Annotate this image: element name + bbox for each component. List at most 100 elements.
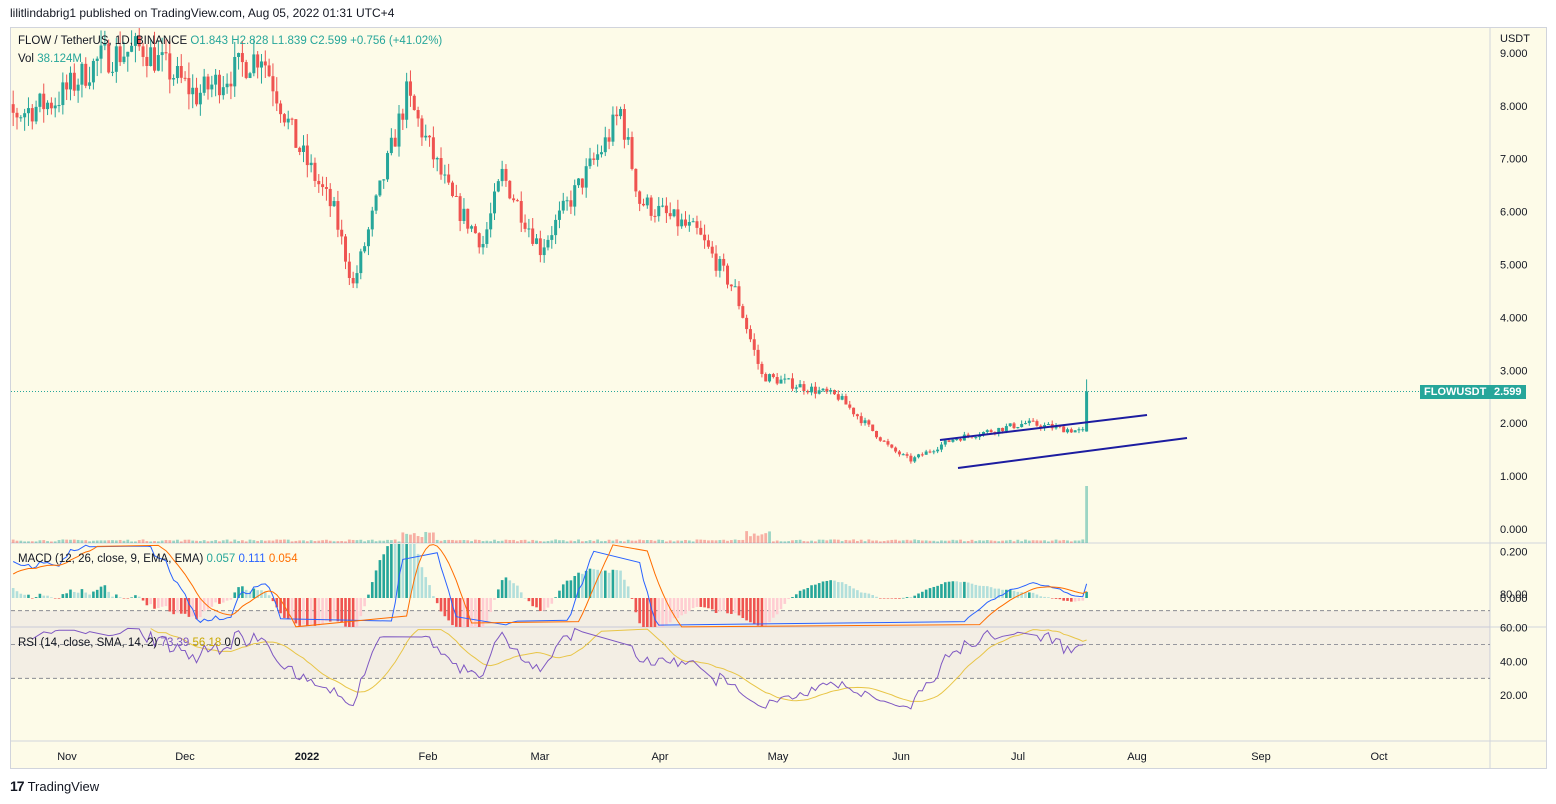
volume-bar — [378, 540, 382, 543]
macd-hist-bar — [15, 591, 19, 598]
candle-body — [894, 447, 898, 452]
macd-hist-bar — [1028, 592, 1031, 598]
candle-body — [974, 437, 978, 439]
macd-hist-bar — [894, 598, 897, 599]
macd-hist-bar — [837, 582, 840, 598]
volume-bar — [989, 540, 993, 543]
candle-body — [859, 416, 863, 424]
candle-body — [454, 195, 458, 197]
volume-bar — [512, 539, 515, 543]
candle-body — [768, 374, 772, 382]
volume-bar — [978, 540, 982, 543]
candle-body — [706, 240, 710, 247]
candle-body — [103, 43, 107, 46]
volume-bar — [191, 540, 195, 543]
macd-hist-bar — [1073, 598, 1077, 602]
candle-body — [855, 414, 859, 417]
candle-body — [997, 427, 1001, 434]
macd-hist-bar — [1039, 596, 1043, 598]
volume-bar — [401, 532, 405, 543]
candle-body — [19, 117, 23, 119]
volume-bar — [966, 541, 970, 543]
macd-hist-bar — [321, 598, 324, 624]
macd-hist-bar — [943, 582, 947, 598]
candle-body — [191, 87, 195, 95]
macd-hist-bar — [974, 584, 978, 598]
volume-bar — [298, 540, 302, 543]
candle-body — [107, 43, 111, 73]
candle-body — [99, 45, 103, 59]
candle-body — [405, 81, 409, 120]
candle-body — [72, 72, 76, 91]
volume-bar — [84, 540, 88, 543]
footer-brand: TradingView — [27, 778, 100, 794]
candle-body — [1020, 423, 1024, 428]
volume-bar — [626, 539, 630, 543]
volume-bar — [955, 540, 959, 543]
macd-hist-bar — [500, 580, 504, 598]
volume-bar — [1050, 540, 1054, 543]
candle-body — [500, 168, 504, 182]
macd-hist-bar — [53, 598, 57, 599]
candle-body — [603, 137, 607, 153]
volume-bar — [611, 540, 615, 543]
candle-body — [703, 234, 707, 241]
volume-bar — [38, 540, 42, 543]
volume-bar — [355, 540, 359, 543]
footer[interactable]: 17 TradingView — [10, 778, 99, 794]
macd-hist-bar — [168, 598, 172, 612]
macd-hist-bar — [985, 586, 989, 598]
volume-bar — [118, 539, 122, 543]
candle-body — [989, 430, 993, 433]
chart-frame[interactable] — [10, 27, 1547, 769]
volume-bar — [454, 540, 458, 543]
volume-bar — [806, 541, 810, 543]
volume-bar — [347, 539, 351, 543]
macd-hist-bar — [367, 594, 370, 598]
candle-body — [794, 387, 798, 389]
time-tick-label: Jun — [892, 751, 910, 763]
volume-bar — [65, 539, 69, 543]
macd-tick-label: 0.000 — [1500, 593, 1528, 605]
candle-body — [493, 191, 496, 214]
candle-body — [382, 179, 386, 181]
macd-label: MACD (12, 26, close, 9, EMA, EMA) — [18, 553, 204, 565]
macd-hist-bar — [42, 595, 46, 598]
time-tick-label: Oct — [1370, 751, 1387, 763]
candle-body — [550, 235, 554, 240]
candle-body — [577, 178, 581, 186]
macd-hist-bar — [439, 598, 443, 612]
price-tick-label: 4.000 — [1500, 312, 1528, 324]
volume-bar — [917, 540, 920, 543]
candle-body — [42, 93, 46, 110]
candle-body — [634, 168, 638, 192]
volume-bar — [305, 541, 309, 543]
main-legend: FLOW / TetherUS, 1D, BINANCE O1.843 H2.8… — [18, 35, 442, 47]
volume-bar — [756, 535, 760, 543]
macd-hist-bar — [909, 597, 913, 598]
macd-hist-bar — [760, 598, 764, 627]
macd-hist-bar — [1001, 589, 1004, 598]
volume-bar — [592, 540, 596, 543]
macd-hist-bar — [600, 571, 603, 598]
macd-hist-bar — [642, 598, 645, 627]
macd-hist-bar — [401, 544, 405, 598]
candle-body — [229, 83, 233, 87]
volume-bar — [412, 533, 416, 543]
macd-hist-bar — [890, 598, 894, 599]
volume-bar — [794, 540, 798, 543]
candle-body — [936, 449, 940, 452]
candle-body — [863, 420, 867, 424]
candle-body — [756, 349, 760, 364]
volume-bar — [439, 540, 443, 543]
macd-hist-bar — [707, 598, 710, 609]
candle-body — [111, 71, 114, 73]
macd-hist-bar — [88, 594, 91, 598]
candle-body — [160, 52, 164, 56]
macd-hist-bar — [932, 586, 936, 598]
macd-hist-bar — [443, 598, 447, 617]
volume-bar — [15, 540, 19, 543]
macd-hist-bar — [856, 590, 859, 598]
macd-hist-bar — [607, 572, 611, 598]
